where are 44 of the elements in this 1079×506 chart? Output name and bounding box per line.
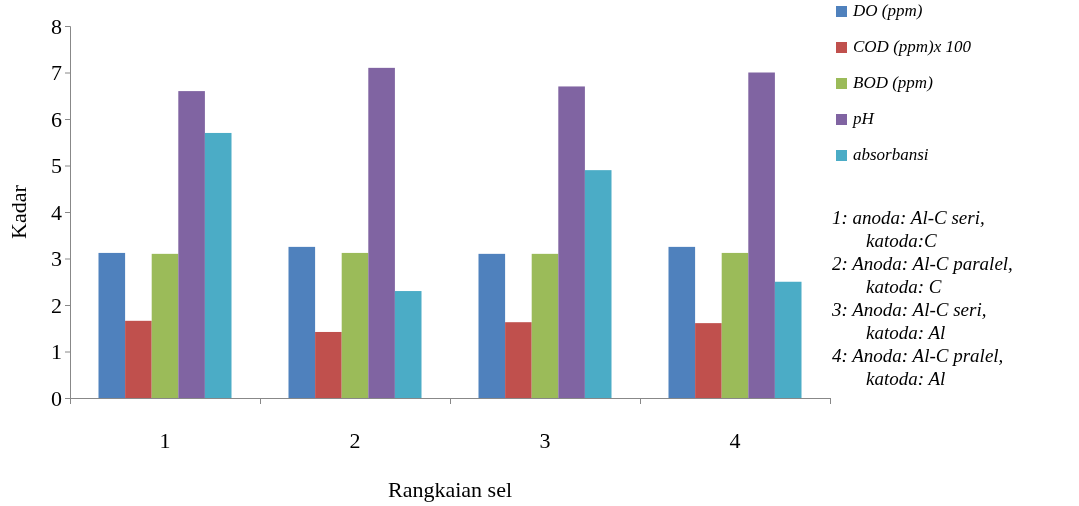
x-tick-label: 3 <box>539 428 551 453</box>
legend-label: DO (ppm) <box>852 1 923 20</box>
y-tick-label: 6 <box>51 106 62 132</box>
y-tick-label: 7 <box>51 60 62 86</box>
bar <box>505 322 532 398</box>
legend-label: absorbansi <box>853 145 929 164</box>
bar <box>531 253 559 398</box>
bar <box>178 91 205 398</box>
bar <box>341 252 369 398</box>
text: 4: Anoda: Al-C pralel, katoda: Al <box>832 344 1004 390</box>
bar <box>394 291 422 398</box>
legend-label: COD (ppm)x 100 <box>853 37 972 56</box>
bar <box>748 72 775 398</box>
y-tick-label: 4 <box>51 199 62 225</box>
bar <box>558 86 585 398</box>
bar <box>695 323 722 398</box>
text: 2: Anoda: Al-C paralel, katoda: C <box>832 252 1013 298</box>
bar <box>668 246 696 398</box>
bar <box>204 132 232 398</box>
bar <box>151 253 179 398</box>
y-tick-label: 3 <box>51 246 62 272</box>
y-tick-label: 2 <box>51 292 62 318</box>
bar <box>98 252 126 398</box>
x-tick-label: 2 <box>349 428 361 453</box>
bar <box>584 170 612 398</box>
bar <box>125 320 152 398</box>
bar <box>315 331 342 398</box>
text: 1: anoda: Al-C seri, katoda:C <box>832 206 985 252</box>
bar <box>288 246 316 398</box>
x-tick-label: 1 <box>159 428 171 453</box>
y-tick-label: 1 <box>51 339 62 365</box>
legend-label: BOD (ppm) <box>853 73 934 92</box>
bar <box>368 67 395 398</box>
bar <box>478 253 506 398</box>
legend-label: pH <box>852 109 876 128</box>
bar <box>721 252 749 398</box>
x-tick-label: 4 <box>729 428 741 453</box>
bar <box>774 281 802 398</box>
y-axis-title: Kadar <box>6 184 31 239</box>
text: 3: Anoda: Al-C seri, katoda: Al <box>832 298 987 344</box>
y-tick-label: 8 <box>51 13 62 39</box>
y-tick-label: 5 <box>51 153 62 179</box>
y-tick-label: 0 <box>51 385 62 411</box>
x-axis-title: Rangkaian sel <box>387 477 513 502</box>
